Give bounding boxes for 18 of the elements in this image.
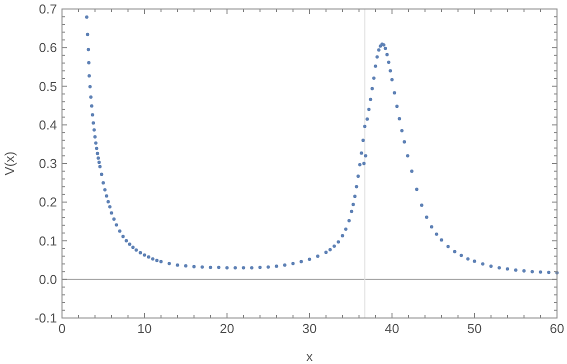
y-tick-label: 0.6 <box>38 40 57 56</box>
x-axis-title: x <box>306 349 314 364</box>
x-tick-label: 0 <box>58 321 66 336</box>
y-tick-label: 0.2 <box>38 194 57 210</box>
y-tick-label: 0.1 <box>38 233 57 248</box>
x-tick-label: 40 <box>384 321 400 336</box>
x-tick-label: 10 <box>137 321 152 336</box>
y-tick-label: 0.7 <box>38 2 57 16</box>
y-tick-label: 0.0 <box>38 272 57 287</box>
y-tick-label: 0.4 <box>38 117 57 132</box>
y-tick-label: -0.1 <box>34 310 57 326</box>
x-tick-label: 50 <box>467 321 482 336</box>
x-tick-label: 30 <box>302 321 317 336</box>
y-axis-title: V(x) <box>2 152 17 176</box>
x-tick-label: 20 <box>220 321 234 336</box>
x-tick-label: 60 <box>550 321 564 336</box>
y-tick-label: 0.5 <box>38 78 57 94</box>
y-tick-label: 0.3 <box>38 156 57 171</box>
